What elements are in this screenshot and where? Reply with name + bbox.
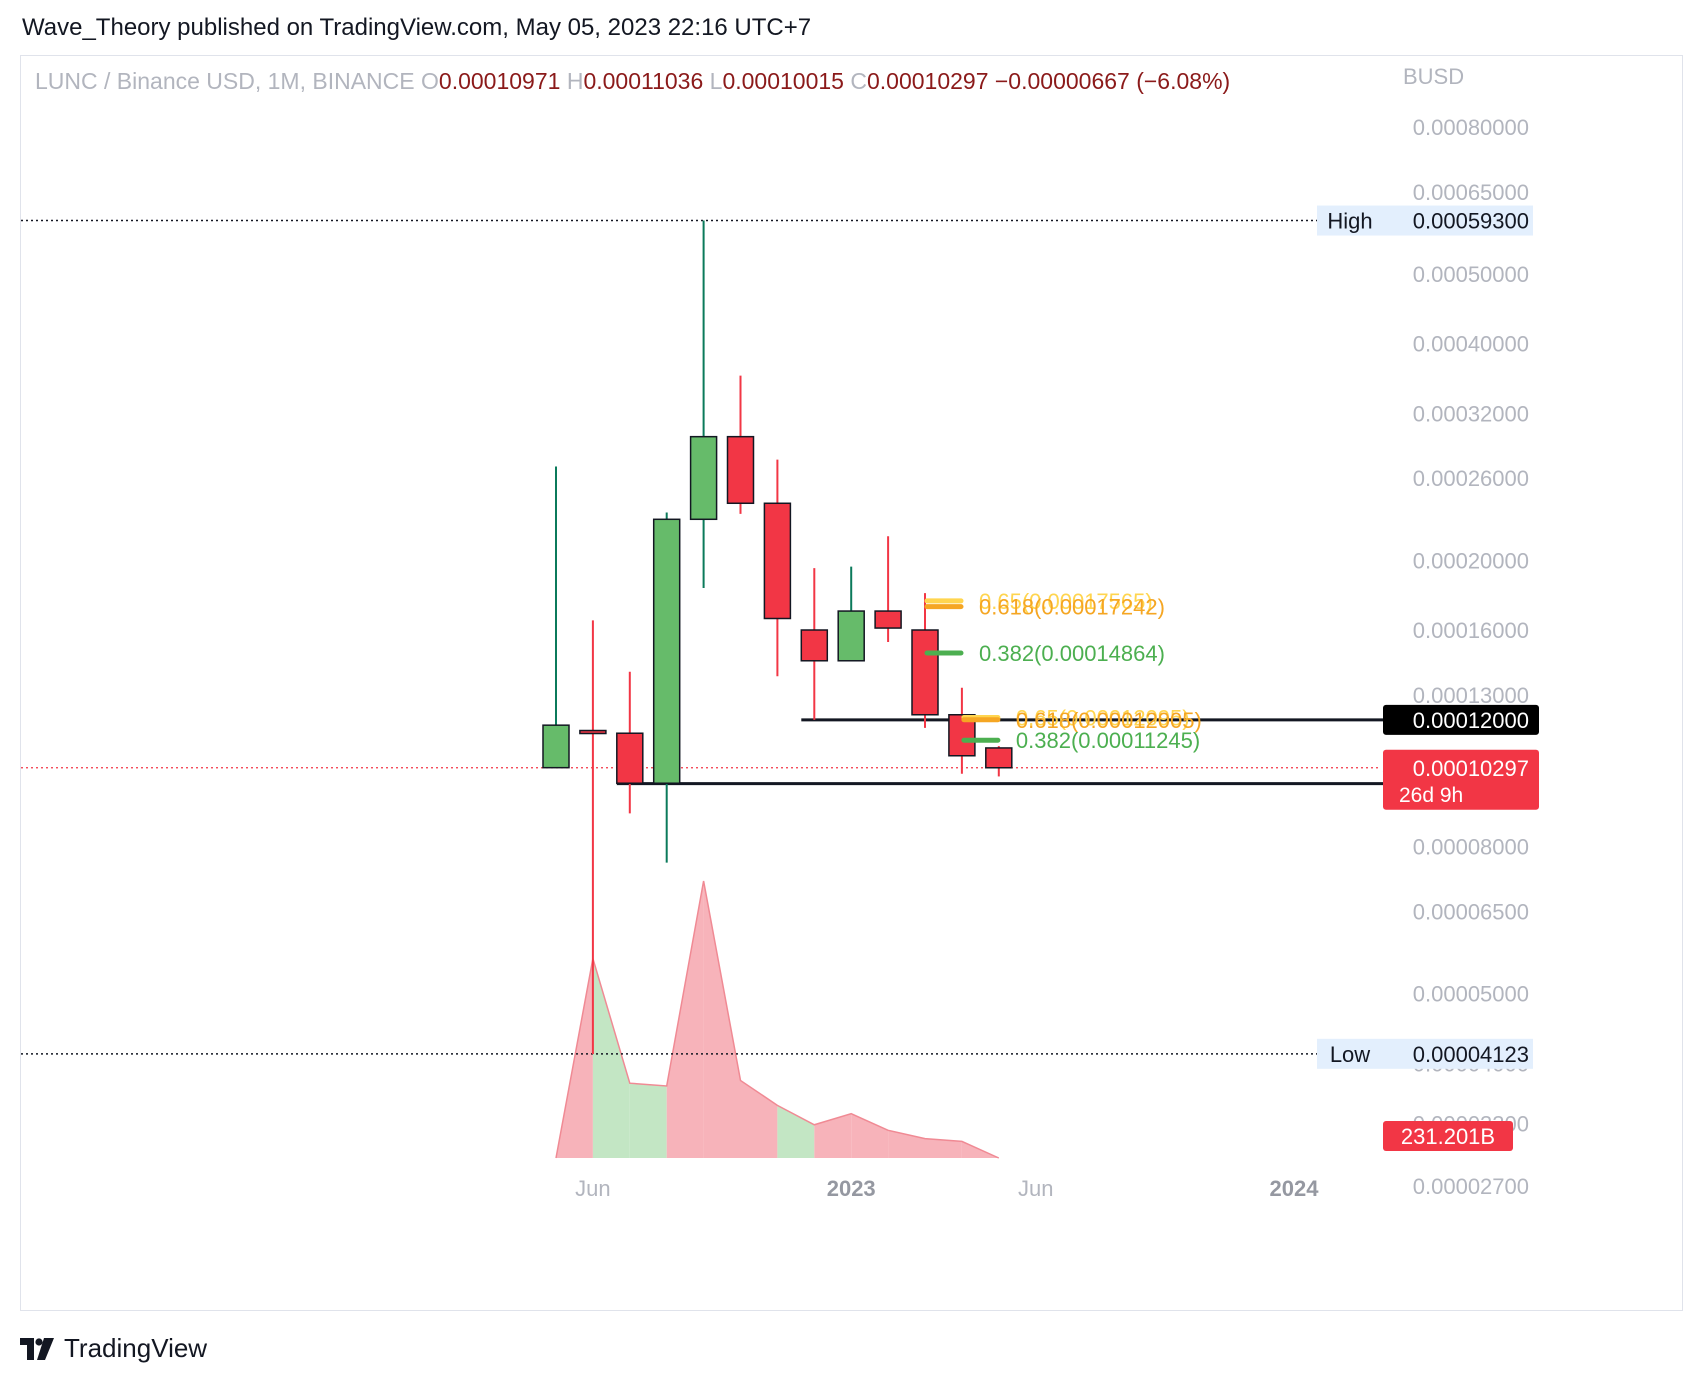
candle-body [800,629,829,662]
ohlc-header-part: −0.00000667 (−6.08%) [995,68,1230,94]
volume-area-segment [592,958,630,1158]
ohlc-header-part: C [850,68,867,94]
candle-body [652,518,681,784]
publish-info: Wave_Theory published on TradingView.com… [22,14,812,41]
ohlc-header-part: H [567,68,584,94]
candle-countdown: 26d 9h [1399,784,1463,807]
ohlc-header-part: 0.00010297 [867,68,995,94]
volume-outline [555,880,1000,1159]
candle-body [542,724,570,769]
low-label-box [1317,1038,1383,1069]
y-tick-label: 0.00050000 [1413,262,1529,287]
currency-label: BUSD [1403,64,1464,89]
volume-area-segment [703,881,741,1158]
current-price-value: 0.00010297 [1413,756,1529,781]
x-tick-label: Jun [575,1176,610,1201]
y-tick-label: 0.00013000 [1413,683,1529,708]
candle-body [579,729,607,735]
ohlc-header-part: 0.00010015 [722,68,850,94]
candle-body [689,435,718,521]
x-tick-label: 2024 [1270,1176,1320,1201]
fib-level-label: 0.618(0.00012005) [1016,708,1202,733]
fib-level-label: 0.65(0.00017565) [979,589,1153,614]
ohlc-header: LUNC / Binance USD, 1M, BINANCE O0.00010… [35,68,1230,94]
y-tick-label: 0.00016000 [1413,618,1529,643]
ohlc-header-part: 0.00010971 [439,68,567,94]
level-price-box [1383,704,1539,735]
low-label: Low [1330,1042,1370,1067]
volume-area-segment [925,1138,962,1158]
high-value-box [1383,205,1533,236]
candle-body [911,629,939,716]
volume-area-segment [851,1113,889,1158]
y-tick-label: 0.00032000 [1413,401,1529,426]
y-tick-label: 0.00026000 [1413,466,1529,491]
volume-area-segment [666,881,704,1158]
y-tick-label: 0.00008000 [1413,835,1529,860]
candle-body [616,732,644,784]
y-tick-label: 0.00002700 [1413,1174,1529,1199]
volume-area-segment [814,1113,852,1158]
volume-value-label: 231.201B [1401,1124,1495,1149]
ohlc-header-part: L [710,68,723,94]
price-chart[interactable]: LUNC / Binance USD, 1M, BINANCE O0.00010… [21,56,1684,1312]
y-tick-label: 0.00020000 [1413,548,1529,573]
ohlc-header-part: O [421,68,439,94]
high-value: 0.00059300 [1413,209,1529,234]
fib-level-label: 0.382(0.00014864) [979,641,1165,666]
volume-area-segment [777,1105,815,1158]
low-value-box [1383,1038,1533,1069]
volume-value-box [1383,1121,1513,1151]
candle-body [726,435,755,505]
high-label-box [1317,205,1383,236]
fib-level-label: 0.382(0.00011245) [1016,728,1200,753]
candle-body [763,502,792,620]
current-price-box [1383,749,1539,810]
fib-level-label: 0.618(0.00017242) [979,595,1165,620]
tradingview-brand-text: TradingView [64,1333,208,1363]
y-tick-label: 0.00006500 [1413,900,1529,925]
y-tick-label: 0.00040000 [1413,332,1529,357]
tradingview-logo-icon [20,1337,54,1360]
chart-panel[interactable]: LUNC / Binance USD, 1M, BINANCE O0.00010… [20,55,1683,1311]
y-tick-label: 0.00005000 [1413,982,1529,1007]
level-price-label: 0.00012000 [1413,708,1529,733]
ohlc-header-part: 0.00011036 [583,68,709,94]
candle-body [837,610,865,662]
high-label: High [1327,209,1372,234]
y-tick-label: 0.00080000 [1413,115,1529,140]
volume-area-segment [629,1083,667,1158]
low-value: 0.00004123 [1413,1042,1529,1067]
fib-level-label: 0.65(0.00012095) [1016,705,1190,730]
x-tick-label: Jun [1018,1176,1053,1201]
candle-body [874,610,902,629]
y-tick-label: 0.00065000 [1413,180,1529,205]
x-tick-label: 2023 [827,1176,876,1201]
ohlc-header-part: LUNC / Binance USD, 1M, BINANCE [35,68,421,94]
tradingview-logo[interactable]: TradingView [20,1333,207,1364]
candle-body [985,747,1013,769]
